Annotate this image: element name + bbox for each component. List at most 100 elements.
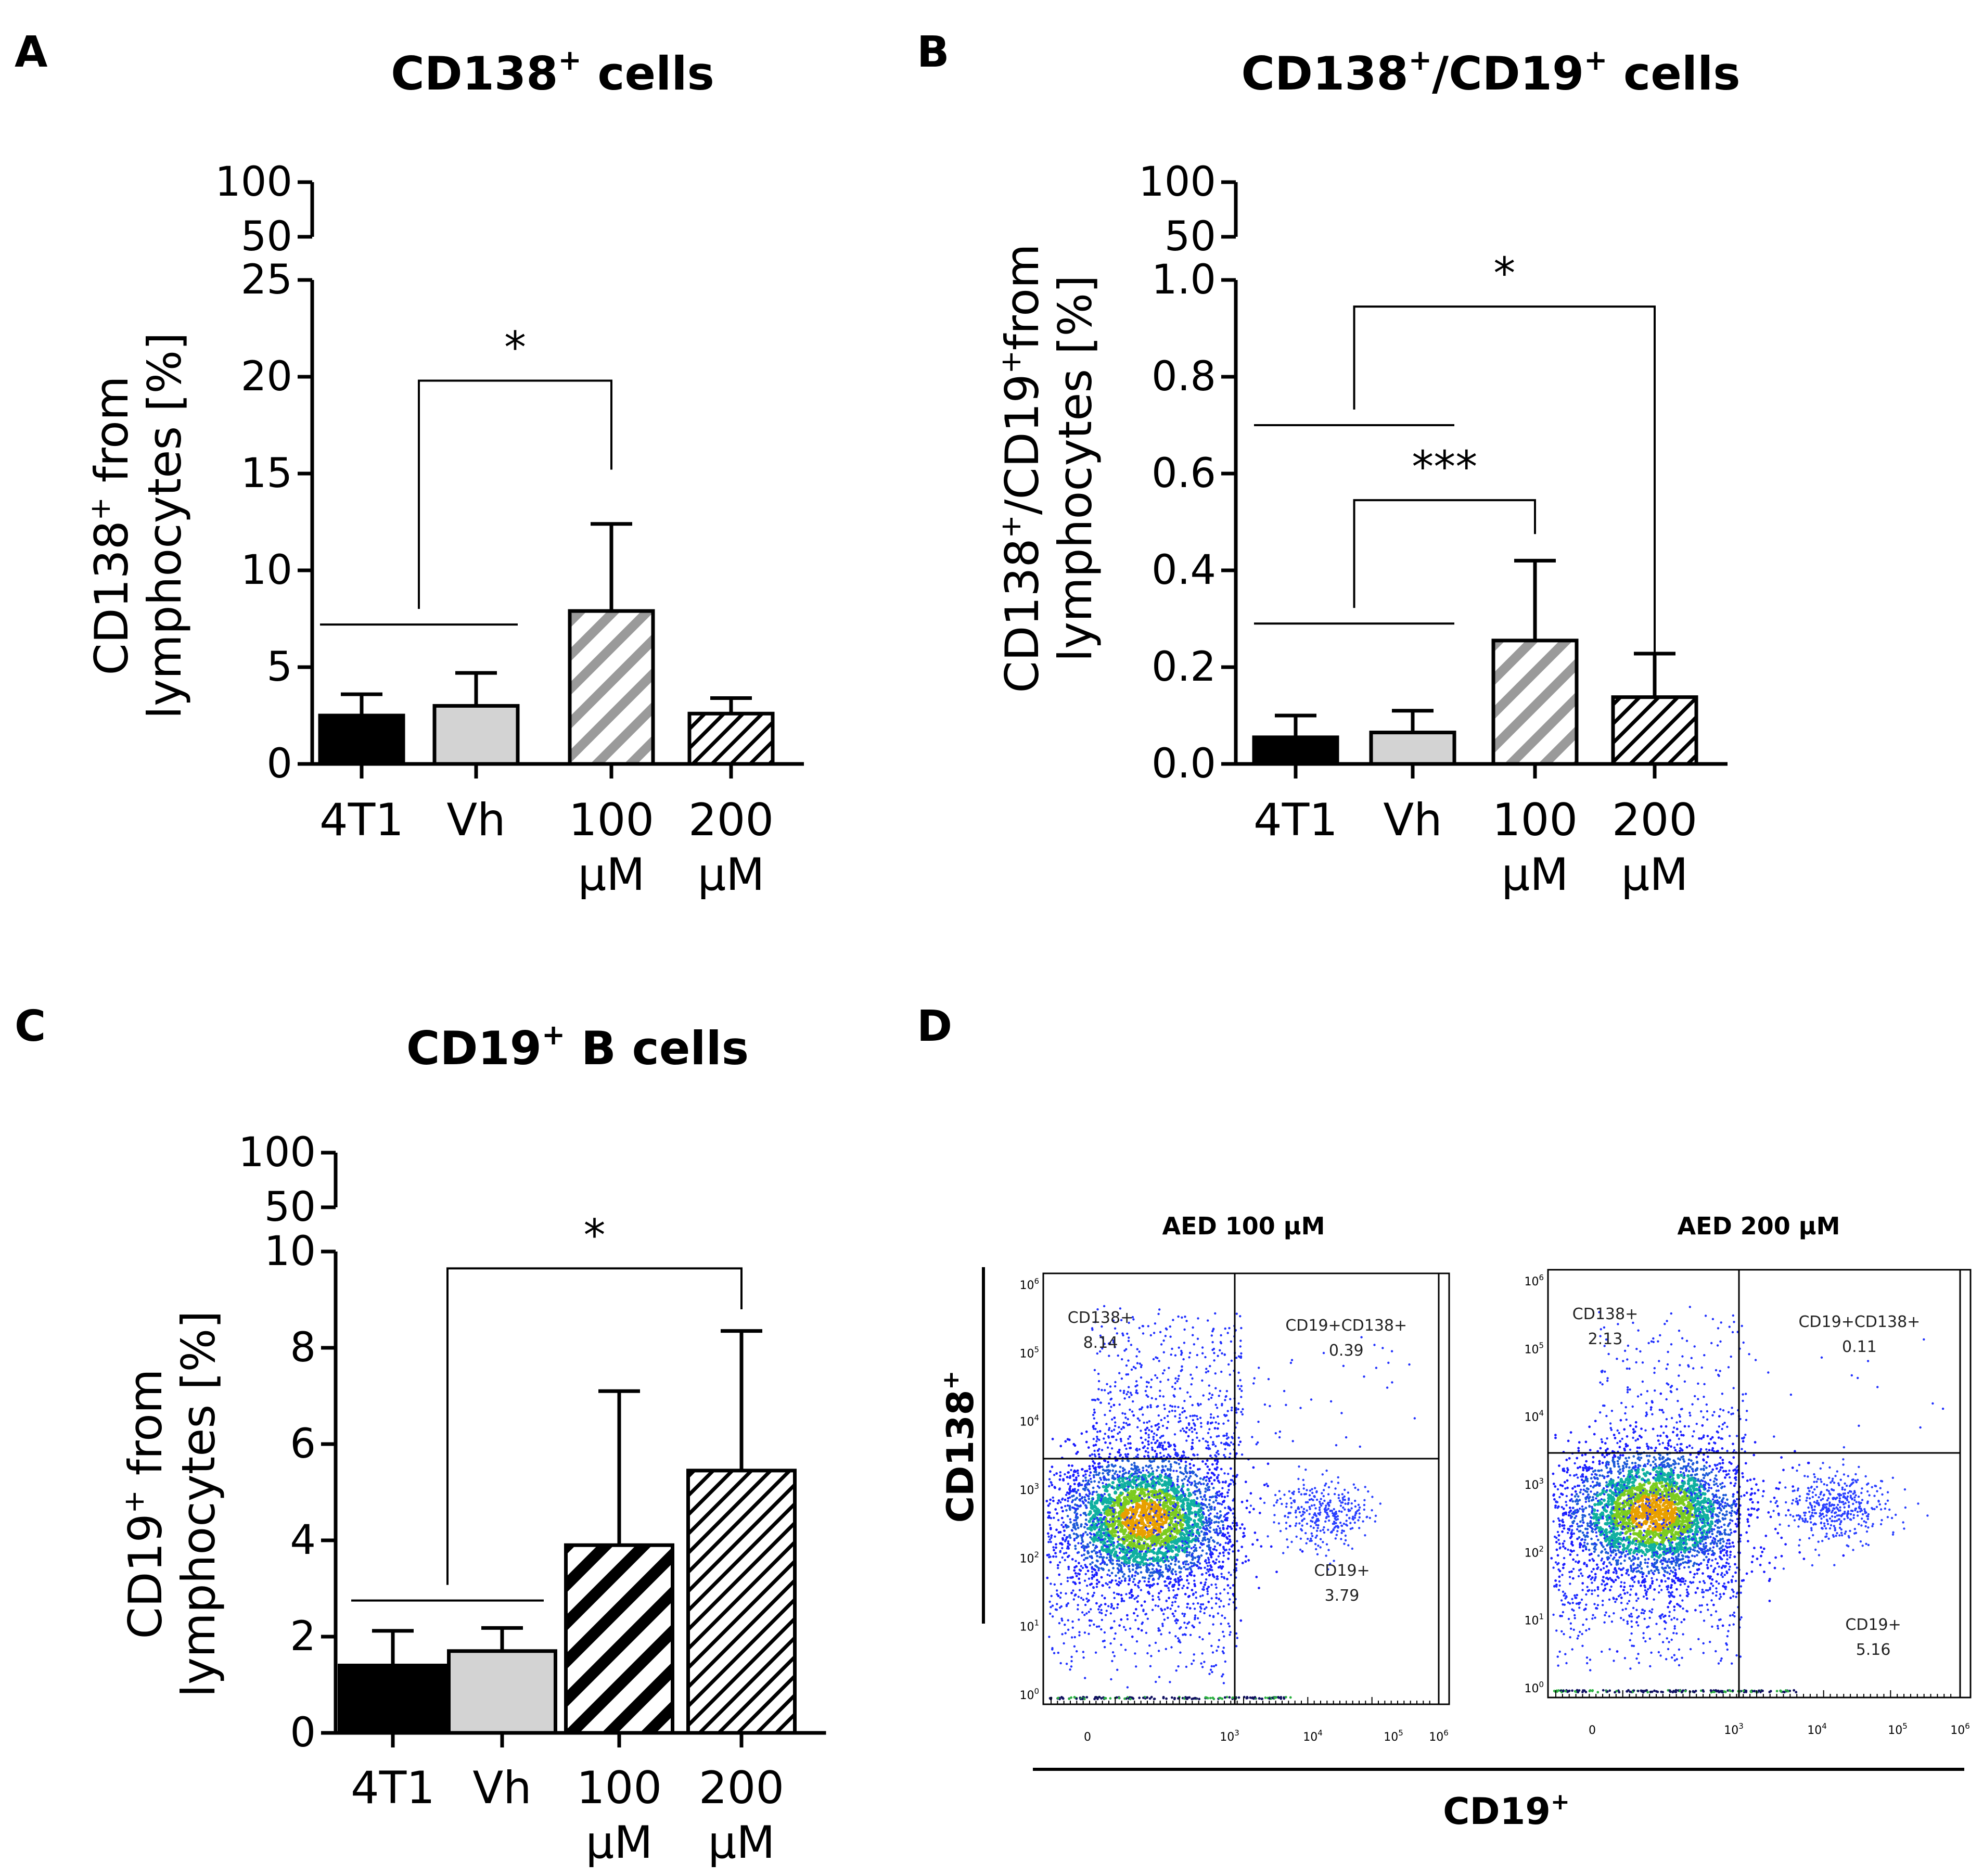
- event-dot: [1344, 1499, 1346, 1501]
- event-dot: [1338, 1497, 1340, 1499]
- event-dot: [1155, 1537, 1158, 1540]
- event-dot: [1196, 1565, 1198, 1567]
- event-dot: [1147, 1471, 1150, 1474]
- event-dot: [1334, 1493, 1336, 1495]
- event-dot: [1315, 1524, 1317, 1526]
- event-dot: [1059, 1478, 1061, 1481]
- event-dot: [1237, 1385, 1239, 1387]
- event-dot: [1102, 1568, 1104, 1571]
- event-dot: [1183, 1615, 1185, 1617]
- event-dot: [1282, 1552, 1284, 1554]
- event-dot: [1122, 1475, 1124, 1477]
- event-dot: [1130, 1516, 1132, 1518]
- event-dot: [1058, 1499, 1060, 1502]
- event-dot: [1198, 1622, 1200, 1624]
- event-dot: [1340, 1504, 1342, 1507]
- event-dot: [1221, 1495, 1223, 1498]
- event-dot: [1311, 1488, 1313, 1490]
- event-dot: [1102, 1485, 1105, 1488]
- event-dot: [1295, 1522, 1297, 1524]
- event-dot: [1285, 1527, 1287, 1529]
- event-dot: [1320, 1546, 1322, 1548]
- event-dot: [1193, 1575, 1196, 1577]
- event-dot: [1174, 1610, 1176, 1612]
- event-dot: [1353, 1484, 1355, 1486]
- event-dot: [1199, 1611, 1201, 1613]
- event-dot: [1069, 1543, 1071, 1546]
- event-dot: [1117, 1433, 1119, 1435]
- event-dot: [1112, 1465, 1115, 1468]
- event-dot: [1075, 1533, 1078, 1536]
- event-dot: [1313, 1495, 1315, 1497]
- event-dot: [1245, 1560, 1247, 1563]
- event-dot: [1306, 1523, 1308, 1525]
- event-dot: [1222, 1565, 1224, 1568]
- event-dot: [1211, 1422, 1213, 1424]
- event-dot: [1208, 1632, 1211, 1635]
- event-dot: [1236, 1422, 1238, 1424]
- event-dot: [1109, 1442, 1111, 1445]
- event-dot: [1266, 1485, 1269, 1487]
- event-dot: [1283, 1494, 1285, 1496]
- event-dot: [1185, 1563, 1187, 1566]
- event-dot: [1087, 1592, 1089, 1594]
- event-dot: [1251, 1436, 1253, 1438]
- event-dot: [1108, 1484, 1111, 1487]
- event-dot: [1776, 1505, 1779, 1508]
- event-dot: [1146, 1469, 1148, 1471]
- event-dot: [1211, 1334, 1213, 1336]
- event-dot: [1203, 1661, 1205, 1663]
- event-dot: [1155, 1398, 1157, 1400]
- event-dot: [1192, 1419, 1194, 1421]
- event-dot: [1174, 1354, 1176, 1356]
- event-dot: [1048, 1524, 1051, 1526]
- event-dot: [1148, 1496, 1150, 1498]
- event-dot: [1275, 1432, 1277, 1434]
- event-dot: [1109, 1410, 1111, 1412]
- event-dot: [1104, 1433, 1106, 1435]
- event-dot: [1114, 1381, 1116, 1383]
- event-dot: [1323, 1495, 1325, 1497]
- event-dot: [1138, 1350, 1140, 1352]
- event-dot: [1321, 1492, 1323, 1494]
- event-dot: [1240, 1327, 1242, 1329]
- event-dot: [1191, 1663, 1193, 1665]
- event-dot: [1207, 1472, 1209, 1474]
- event-dot: [1167, 1550, 1169, 1552]
- event-dot: [1106, 1383, 1108, 1385]
- event-dot: [1104, 1646, 1106, 1648]
- event-dot: [1163, 1351, 1165, 1353]
- event-dot: [1206, 1568, 1208, 1571]
- event-dot: [1118, 1475, 1120, 1477]
- event-dot: [1241, 1523, 1244, 1526]
- event-dot: [1719, 1542, 1722, 1545]
- event-dot: [1215, 1664, 1217, 1666]
- event-dot: [1174, 1506, 1176, 1508]
- event-dot: [1158, 1360, 1160, 1362]
- y-break-tick-label: 100: [215, 159, 292, 206]
- event-dot: [1109, 1497, 1112, 1500]
- event-dot: [1213, 1479, 1216, 1482]
- event-dot: [1143, 1542, 1145, 1544]
- event-dot: [1224, 1456, 1226, 1458]
- event-dot: [1167, 1606, 1169, 1609]
- event-dot: [1159, 1572, 1162, 1574]
- event-dot: [1278, 1490, 1281, 1492]
- event-dot: [1242, 1562, 1244, 1564]
- event-dot: [1157, 1428, 1159, 1431]
- event-dot: [1114, 1490, 1117, 1494]
- event-dot: [1125, 1373, 1128, 1375]
- event-dot: [1120, 1568, 1122, 1571]
- event-dot: [1157, 1423, 1159, 1425]
- event-dot: [1290, 1502, 1293, 1504]
- event-dot: [1214, 1445, 1217, 1447]
- event-dot: [1240, 1385, 1243, 1387]
- event-dot: [1351, 1527, 1353, 1529]
- event-dot: [1116, 1696, 1118, 1699]
- event-dot: [1270, 1546, 1273, 1548]
- event-dot: [1202, 1438, 1204, 1440]
- event-dot: [1220, 1623, 1222, 1625]
- event-dot: [1162, 1613, 1165, 1615]
- event-dot: [1311, 1535, 1313, 1537]
- event-dot: [1153, 1436, 1155, 1438]
